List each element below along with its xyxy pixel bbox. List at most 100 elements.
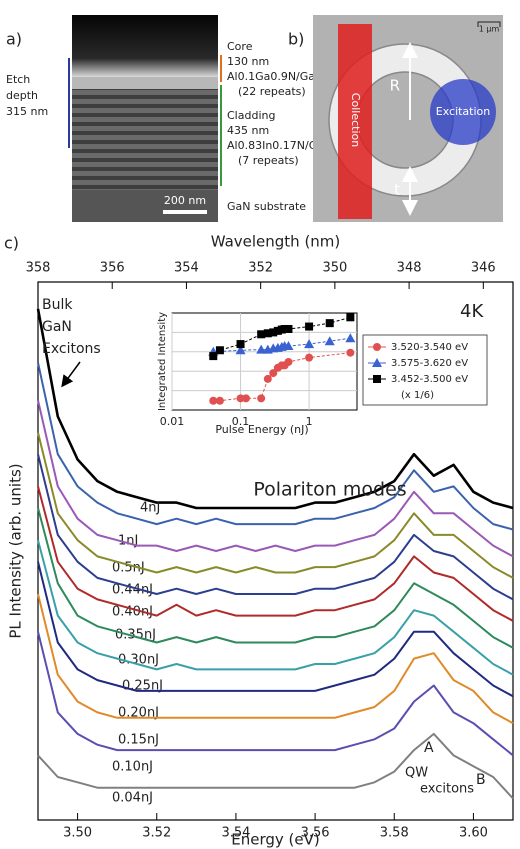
plot-frame (37, 281, 514, 821)
cladding-text: 435 nm (227, 124, 269, 137)
annotation: Excitons (42, 341, 101, 357)
x-tick-label: 3.54 (221, 826, 250, 841)
legend-marker (372, 358, 382, 367)
etch-text: 315 nm (6, 105, 48, 118)
data-point (324, 336, 335, 346)
panel-label: b) (288, 30, 304, 49)
data-point (257, 394, 266, 403)
x-tick-label: 3.58 (380, 826, 409, 841)
sem-substrate (72, 190, 218, 222)
data-point (269, 369, 278, 378)
x2-tick-label: 354 (174, 261, 199, 276)
series-label: 0.30nJ (118, 653, 159, 668)
x-tick-label: 3.52 (142, 826, 171, 841)
x2-tick-label: 352 (248, 261, 273, 276)
collection-region (338, 24, 372, 219)
x-tick-label: 3.60 (459, 826, 488, 841)
annotation: B (476, 772, 486, 788)
x2-tick-label: 346 (471, 261, 496, 276)
sem-top (72, 15, 218, 77)
data-point (269, 328, 278, 337)
scale-bar (477, 21, 501, 27)
panel-b: b) Collection Excitation R t 1 μm (288, 15, 503, 222)
data-point (263, 374, 272, 383)
core-text: (22 repeats) (238, 85, 306, 98)
data-point (257, 330, 266, 339)
spectrum-line (37, 507, 514, 649)
core-text: 130 nm (227, 55, 269, 68)
series-label: 0.10nJ (112, 760, 153, 775)
data-point (209, 352, 218, 361)
annotation: GaN (42, 319, 72, 335)
spectrum-line (37, 732, 514, 800)
data-point (209, 396, 218, 405)
legend-marker (373, 375, 381, 383)
data-point (304, 339, 315, 349)
x-tick-label: 1 (306, 415, 313, 428)
x-axis-title: Energy (eV) (231, 831, 319, 849)
series-label: 0.5nJ (112, 561, 145, 576)
legend-marker (373, 343, 381, 351)
spectrum-line (37, 631, 514, 757)
legend-label: 3.575-3.620 eV (391, 358, 468, 369)
legend-label: 3.520-3.540 eV (391, 342, 468, 353)
panel-label: c) (4, 234, 19, 253)
series-label: 0.20nJ (118, 706, 159, 721)
data-point (235, 345, 246, 355)
data-point (283, 340, 294, 350)
annotation: Bulk (42, 297, 73, 313)
annotation: excitons (420, 782, 474, 797)
bulk-arrow (61, 361, 81, 388)
spectrum-line (37, 362, 514, 531)
series-label: 0.15nJ (118, 733, 159, 748)
data-point (284, 357, 293, 366)
data-point (325, 319, 334, 328)
spectrum-line (37, 561, 514, 698)
data-point (346, 348, 355, 357)
x2-axis-title: Wavelength (nm) (211, 233, 341, 251)
x-tick-label: 0.01 (160, 415, 185, 428)
spectrum-line (37, 453, 514, 601)
etch-text: depth (6, 89, 38, 102)
x2-tick-label: 358 (26, 261, 51, 276)
x2-tick-label: 350 (322, 261, 347, 276)
data-point (263, 329, 272, 338)
core-text: Al0.1Ga0.9N/GaN (227, 70, 323, 83)
annotation: 4K (460, 301, 484, 322)
x-tick-label: 3.56 (301, 826, 330, 841)
data-point (346, 313, 355, 322)
x-tick-label: 0.1 (232, 415, 250, 428)
legend-note: (x 1/6) (401, 390, 434, 401)
series-label: 0.44nJ (112, 583, 153, 598)
sem-core (72, 77, 218, 89)
data-point (305, 353, 314, 362)
scale-label: 200 nm (164, 194, 206, 207)
spectrum-line (36, 308, 514, 510)
data-point (241, 394, 250, 403)
spectrum-line (37, 400, 514, 558)
data-point (256, 344, 267, 354)
x2-tick-label: 348 (397, 261, 422, 276)
spectrum-line (37, 539, 514, 676)
x-axis-title: Pulse Energy (nJ) (215, 423, 308, 436)
y-axis-title: PL Intensity (arb. units) (7, 463, 25, 638)
cladding-text: Al0.83In0.17N/GaN (227, 139, 332, 152)
substrate-text: GaN substrate (227, 200, 306, 213)
cladding-text: Cladding (227, 109, 275, 122)
radius-label: R (390, 77, 400, 95)
excitation-spot (430, 79, 496, 145)
annotation: Polariton modes (253, 479, 406, 501)
y-axis-title: Integrated Intensity (157, 312, 168, 411)
panel-label: a) (6, 30, 22, 49)
data-point (305, 322, 314, 331)
etch-text: Etch (6, 73, 30, 86)
data-point (236, 340, 245, 349)
panel-a: a) 200 nm Etch depth 315 nm Core 130 nm … (6, 15, 332, 222)
data-point (215, 396, 224, 405)
annotation: QW (405, 766, 428, 781)
thickness-label: t (394, 181, 400, 199)
series-label: 0.04nJ (112, 791, 153, 806)
scale-label: 1 μm (479, 25, 500, 34)
